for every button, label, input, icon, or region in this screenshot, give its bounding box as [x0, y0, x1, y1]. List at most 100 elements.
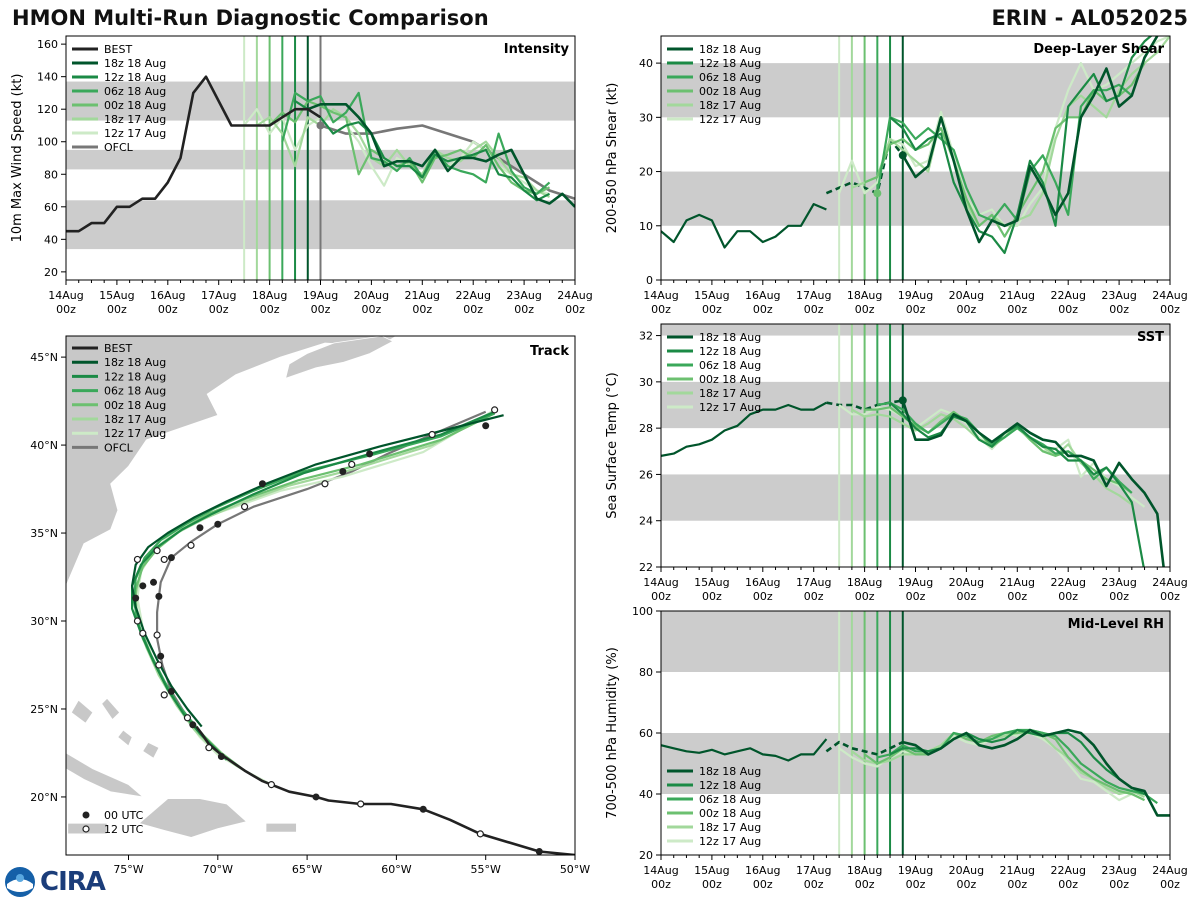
track-point-12utc	[153, 547, 161, 555]
land-hispaniola	[138, 798, 248, 838]
x-tick-label: 00z	[855, 590, 875, 603]
figure-title: HMON Multi-Run Diagnostic Comparison	[12, 6, 489, 30]
legend-label: 06z 18 Aug	[699, 793, 761, 806]
legend-label: 18z 17 Aug	[699, 387, 761, 400]
y-axis-label: 200-850 hPa Shear (kt)	[605, 83, 620, 234]
plot-area	[661, 36, 1170, 280]
x-tick-label: 00z	[362, 303, 382, 316]
x-tick-label: 00z	[1109, 590, 1129, 603]
x-tick-label: 14Aug	[643, 864, 678, 877]
track-point-12utc	[160, 555, 168, 564]
track-point-00utc	[419, 805, 427, 813]
lat-tick-label: 25°N	[30, 703, 58, 716]
marker-legend-label: 12 UTC	[104, 823, 144, 836]
track-point-12utc	[357, 800, 365, 808]
series-history	[661, 401, 827, 457]
panel-sst: 22242628303214Aug00z15Aug00z16Aug00z17Au…	[605, 323, 1188, 603]
track-point-00utc	[339, 467, 347, 475]
y-tick-label: 10	[639, 220, 653, 233]
x-tick-label: 23Aug	[1101, 576, 1136, 589]
x-tick-label: 14Aug	[48, 289, 83, 302]
x-tick-label: 22Aug	[455, 289, 490, 302]
track-point-12utc	[160, 691, 168, 699]
track-point-12utc	[348, 460, 356, 469]
x-tick-label: 18Aug	[847, 289, 882, 302]
y-tick-label: 20	[44, 266, 58, 279]
legend-label: 12z 17 Aug	[699, 401, 761, 414]
panel-title: Mid-Level RH	[1068, 617, 1164, 632]
series-00z-18-aug	[864, 62, 1146, 238]
analysis-marker	[898, 151, 907, 160]
series-06z-18-aug	[876, 83, 1133, 222]
x-tick-label: 18Aug	[847, 864, 882, 877]
x-tick-label: 18Aug	[847, 576, 882, 589]
x-tick-label: 00z	[651, 303, 671, 316]
x-tick-label: 20Aug	[949, 864, 984, 877]
legend-label: BEST	[104, 43, 132, 56]
legend-label: 00z 18 Aug	[699, 85, 761, 98]
legend-label: 18z 17 Aug	[699, 99, 761, 112]
y-tick-label: 40	[44, 233, 58, 246]
x-tick-label: 00z	[753, 303, 773, 316]
legend-label: 18z 17 Aug	[699, 821, 761, 834]
x-tick-label: 00z	[1058, 878, 1078, 891]
land-bahamas-3	[142, 741, 160, 759]
cira-logo: CIRA	[4, 866, 106, 898]
x-tick-label: 00z	[702, 303, 722, 316]
x-tick-label: 00z	[1007, 303, 1027, 316]
x-tick-label: 21Aug	[1000, 576, 1035, 589]
x-tick-label: 00z	[1007, 878, 1027, 891]
x-tick-label: 17Aug	[796, 289, 831, 302]
y-tick-label: 24	[639, 515, 653, 528]
x-tick-label: 00z	[651, 878, 671, 891]
y-tick-label: 30	[639, 376, 653, 389]
x-tick-label: 15Aug	[694, 576, 729, 589]
legend-label: 18z 18 Aug	[699, 331, 761, 344]
x-tick-label: 21Aug	[405, 289, 440, 302]
y-tick-label: 20	[639, 166, 653, 179]
y-tick-label: 160	[37, 38, 58, 51]
x-tick-label: 00z	[702, 590, 722, 603]
x-tick-label: 23Aug	[506, 289, 541, 302]
marker-legend-label: 00 UTC	[104, 809, 144, 822]
track-point-12utc	[155, 661, 163, 669]
x-tick-label: 23Aug	[1101, 864, 1136, 877]
panel-intensity: 2040608010012014016014Aug00z15Aug00z16Au…	[10, 35, 593, 316]
track-point-00utc	[157, 652, 165, 660]
x-tick-label: 00z	[957, 303, 977, 316]
land-cuba	[66, 752, 144, 798]
x-tick-label: 22Aug	[1050, 576, 1085, 589]
x-tick-label: 14Aug	[643, 576, 678, 589]
x-tick-label: 00z	[855, 303, 875, 316]
legend-label: 12z 17 Aug	[699, 835, 761, 848]
legend-label: 18z 17 Aug	[104, 413, 166, 426]
legend-label: 00z 18 Aug	[104, 399, 166, 412]
x-tick-label: 00z	[565, 303, 585, 316]
analysis-marker	[316, 121, 325, 130]
x-tick-label: 24Aug	[1152, 864, 1187, 877]
track-point-12utc	[133, 617, 142, 625]
y-axis-label: 700-500 hPa Humidity (%)	[605, 647, 620, 819]
x-tick-label: 17Aug	[201, 289, 236, 302]
plot-area	[66, 36, 575, 280]
plot-area	[661, 324, 1170, 567]
lat-tick-label: 30°N	[30, 615, 58, 628]
track-point-12utc	[139, 629, 147, 637]
track-point-00utc	[150, 578, 158, 586]
legend-label: 00z 18 Aug	[104, 99, 166, 112]
x-tick-label: 17Aug	[796, 576, 831, 589]
y-tick-label: 28	[639, 422, 653, 435]
x-tick-label: 00z	[1109, 303, 1129, 316]
series-history	[661, 738, 828, 762]
legend-label: OFCL	[104, 441, 134, 454]
track-point-12utc	[476, 830, 484, 838]
lon-tick-label: 55°W	[471, 863, 501, 876]
track-point-12utc	[133, 555, 142, 564]
x-tick-label: 16Aug	[150, 289, 185, 302]
series-12z-18-aug	[889, 401, 1145, 567]
legend-label: 18z 17 Aug	[104, 113, 166, 126]
series-12z-18-aug	[294, 100, 551, 202]
x-tick-label: 19Aug	[898, 289, 933, 302]
series-18z-18-aug	[901, 400, 1165, 567]
axes-frame	[65, 335, 576, 856]
